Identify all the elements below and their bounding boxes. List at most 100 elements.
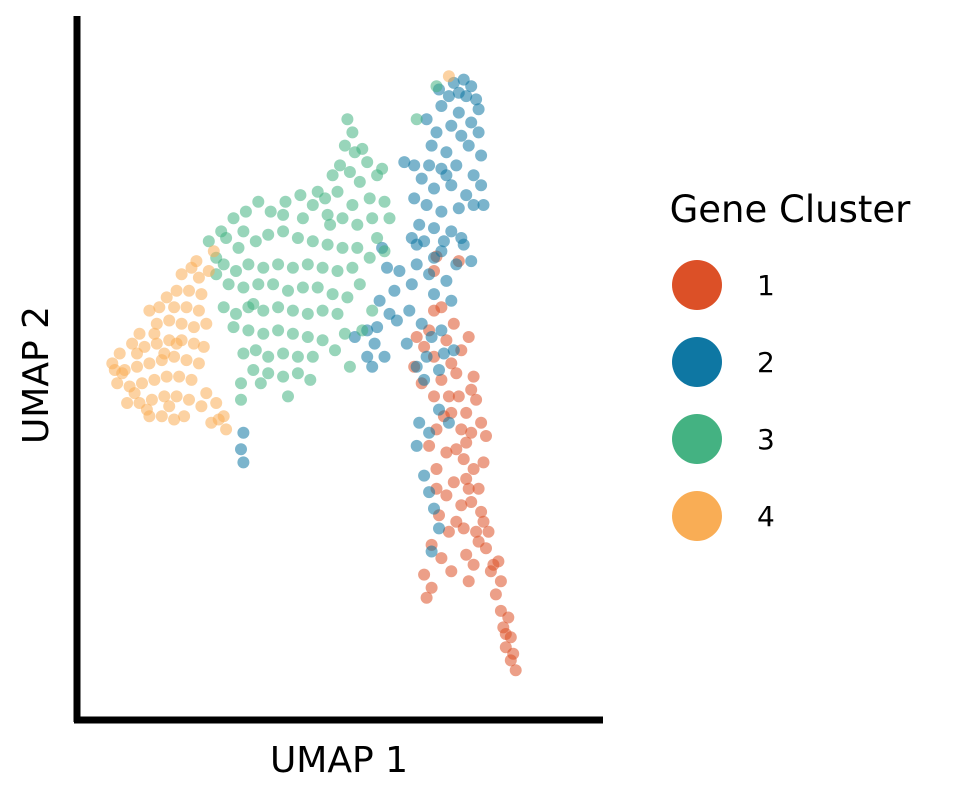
cluster-2-point bbox=[465, 80, 478, 93]
cluster-4-point bbox=[210, 397, 223, 409]
cluster-1-point bbox=[445, 565, 458, 578]
cluster-2-point bbox=[467, 199, 480, 211]
cluster-2-point bbox=[425, 139, 438, 152]
cluster-3-point bbox=[282, 390, 294, 403]
cluster-1-point bbox=[440, 334, 453, 347]
cluster-3-point bbox=[304, 373, 317, 386]
cluster-4-point bbox=[160, 291, 173, 304]
cluster-2-point bbox=[366, 360, 379, 373]
cluster-3-point bbox=[343, 166, 356, 178]
cluster-1-point bbox=[475, 505, 488, 518]
cluster-2-point bbox=[408, 159, 421, 172]
cluster-1-point bbox=[442, 525, 455, 538]
cluster-3-point bbox=[361, 156, 374, 169]
cluster-2-point bbox=[423, 426, 436, 439]
cluster-4-point bbox=[175, 268, 188, 281]
cluster-2-point bbox=[418, 373, 431, 386]
cluster-1-point bbox=[452, 390, 465, 403]
cluster-1-point bbox=[467, 463, 480, 475]
cluster-3-point bbox=[286, 327, 299, 340]
cluster-4-point bbox=[212, 413, 225, 426]
cluster-4-point bbox=[116, 367, 129, 380]
cluster-3-point bbox=[343, 360, 356, 373]
cluster-3-point bbox=[286, 304, 299, 317]
cluster-4-point bbox=[136, 377, 148, 390]
cluster-3-point bbox=[222, 278, 235, 291]
cluster-2-point bbox=[475, 149, 488, 162]
legend-label-4: 4 bbox=[757, 500, 775, 533]
cluster-4-point bbox=[150, 317, 163, 330]
cluster-3-point bbox=[331, 307, 344, 320]
cluster-3-point bbox=[272, 258, 285, 271]
cluster-4-point bbox=[180, 301, 193, 314]
cluster-1-point bbox=[472, 535, 485, 548]
cluster-3-point bbox=[247, 298, 260, 310]
cluster-3-point bbox=[301, 307, 314, 320]
cluster-2-point bbox=[378, 350, 391, 363]
cluster-2-point bbox=[400, 337, 413, 350]
cluster-1-point bbox=[420, 591, 433, 604]
cluster-2-point bbox=[440, 169, 453, 182]
cluster-4-point bbox=[207, 245, 220, 258]
cluster-1-point bbox=[465, 426, 478, 439]
cluster-4-point bbox=[145, 393, 158, 406]
cluster-3-point bbox=[326, 169, 339, 182]
cluster-4-point bbox=[200, 387, 213, 400]
cluster-2-point bbox=[410, 439, 423, 452]
cluster-3-point bbox=[267, 278, 280, 291]
cluster-2-point bbox=[235, 443, 247, 456]
cluster-2-point bbox=[403, 304, 416, 317]
cluster-2-point bbox=[467, 169, 480, 182]
cluster-4-point bbox=[197, 340, 210, 353]
cluster-3-point bbox=[242, 258, 255, 271]
cluster-2-point bbox=[428, 288, 440, 301]
cluster-2-point bbox=[428, 251, 440, 264]
cluster-3-point bbox=[338, 327, 351, 340]
cluster-3-point bbox=[277, 208, 290, 221]
cluster-4-point bbox=[195, 400, 208, 413]
cluster-2-point bbox=[390, 314, 403, 327]
cluster-3-point bbox=[316, 304, 329, 317]
cluster-1-point bbox=[462, 482, 475, 495]
cluster-2-point bbox=[425, 545, 438, 558]
cluster-3-point bbox=[346, 261, 359, 274]
cluster-2-point bbox=[460, 189, 473, 202]
cluster-1-point bbox=[460, 472, 473, 485]
cluster-3-point bbox=[366, 304, 379, 317]
cluster-1-point bbox=[457, 453, 470, 466]
cluster-4-point bbox=[113, 347, 126, 360]
cluster-2-point bbox=[433, 403, 445, 416]
cluster-1-point bbox=[462, 575, 475, 588]
cluster-1-point bbox=[457, 522, 470, 535]
cluster-2-point bbox=[410, 258, 423, 271]
cluster-4-point bbox=[140, 403, 153, 416]
cluster-4-point bbox=[180, 354, 193, 367]
cluster-2-point bbox=[440, 146, 453, 159]
cluster-4-point bbox=[183, 393, 195, 406]
cluster-2-point bbox=[405, 278, 418, 291]
cluster-3-point bbox=[341, 291, 354, 304]
legend-label-2: 2 bbox=[757, 346, 775, 379]
legend-marker-1 bbox=[672, 260, 722, 310]
cluster-2-point bbox=[428, 502, 440, 515]
cluster-4-point bbox=[150, 337, 163, 350]
cluster-3-point bbox=[249, 344, 262, 357]
cluster-3-point bbox=[227, 321, 240, 334]
cluster-3-point bbox=[262, 228, 275, 241]
cluster-2-point bbox=[455, 129, 468, 142]
cluster-2-point bbox=[373, 294, 386, 307]
cluster-4-point bbox=[442, 70, 455, 83]
cluster-2-point bbox=[418, 469, 431, 482]
cluster-2-point bbox=[437, 235, 450, 248]
cluster-4-point bbox=[170, 337, 183, 350]
cluster-2-point bbox=[435, 324, 448, 337]
cluster-3-point bbox=[254, 377, 267, 390]
cluster-3-point bbox=[202, 235, 215, 248]
cluster-3-point bbox=[237, 281, 250, 294]
cluster-1-point bbox=[410, 331, 423, 343]
cluster-3-point bbox=[279, 195, 292, 208]
cluster-3-point bbox=[291, 367, 304, 380]
cluster-4-point bbox=[148, 373, 161, 386]
cluster-3-point bbox=[291, 350, 304, 363]
